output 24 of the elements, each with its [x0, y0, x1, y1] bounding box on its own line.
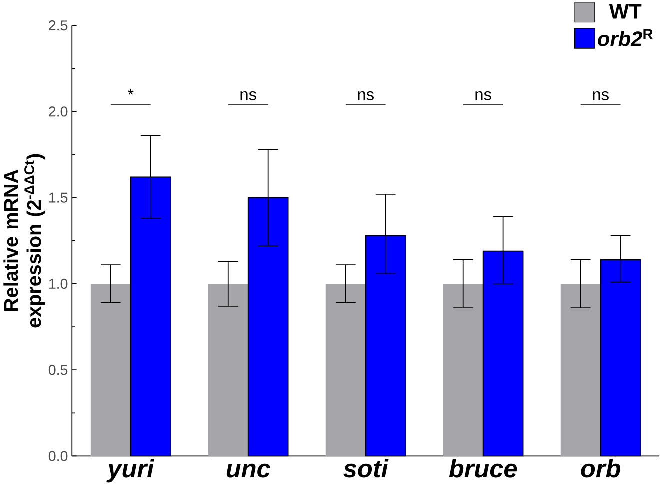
x-tick-label: soti — [344, 459, 389, 478]
y-tick-label: 1.5 — [49, 192, 68, 203]
y-tick-label: 2.0 — [49, 106, 68, 117]
y-axis-title: Relative mRNA expression (2$^{-ΔΔCt}$) — [4, 154, 46, 328]
annotation: ns — [476, 92, 492, 101]
bar — [90, 284, 131, 456]
annotation: ns — [593, 92, 609, 101]
bar — [443, 284, 484, 456]
annotation: ns — [240, 92, 256, 101]
legend-label: orb2$^{R}$ — [598, 29, 653, 46]
bar — [208, 284, 248, 456]
y-tick-label: 0.5 — [48, 365, 68, 376]
bar — [560, 284, 601, 456]
legend-label: WT — [609, 4, 642, 19]
x-tick-label: bruce — [449, 459, 518, 478]
x-tick-label: orb — [581, 459, 620, 478]
bar — [326, 284, 366, 456]
y-tick-label: 0.0 — [48, 451, 68, 462]
annotation: * — [128, 89, 134, 95]
x-tick-label: yuri — [106, 459, 155, 483]
x-tick-label: unc — [226, 464, 270, 478]
annotation: ns — [358, 92, 374, 101]
y-tick-label: 1.0 — [49, 279, 68, 290]
y-tick-label: 2.5 — [49, 20, 68, 31]
